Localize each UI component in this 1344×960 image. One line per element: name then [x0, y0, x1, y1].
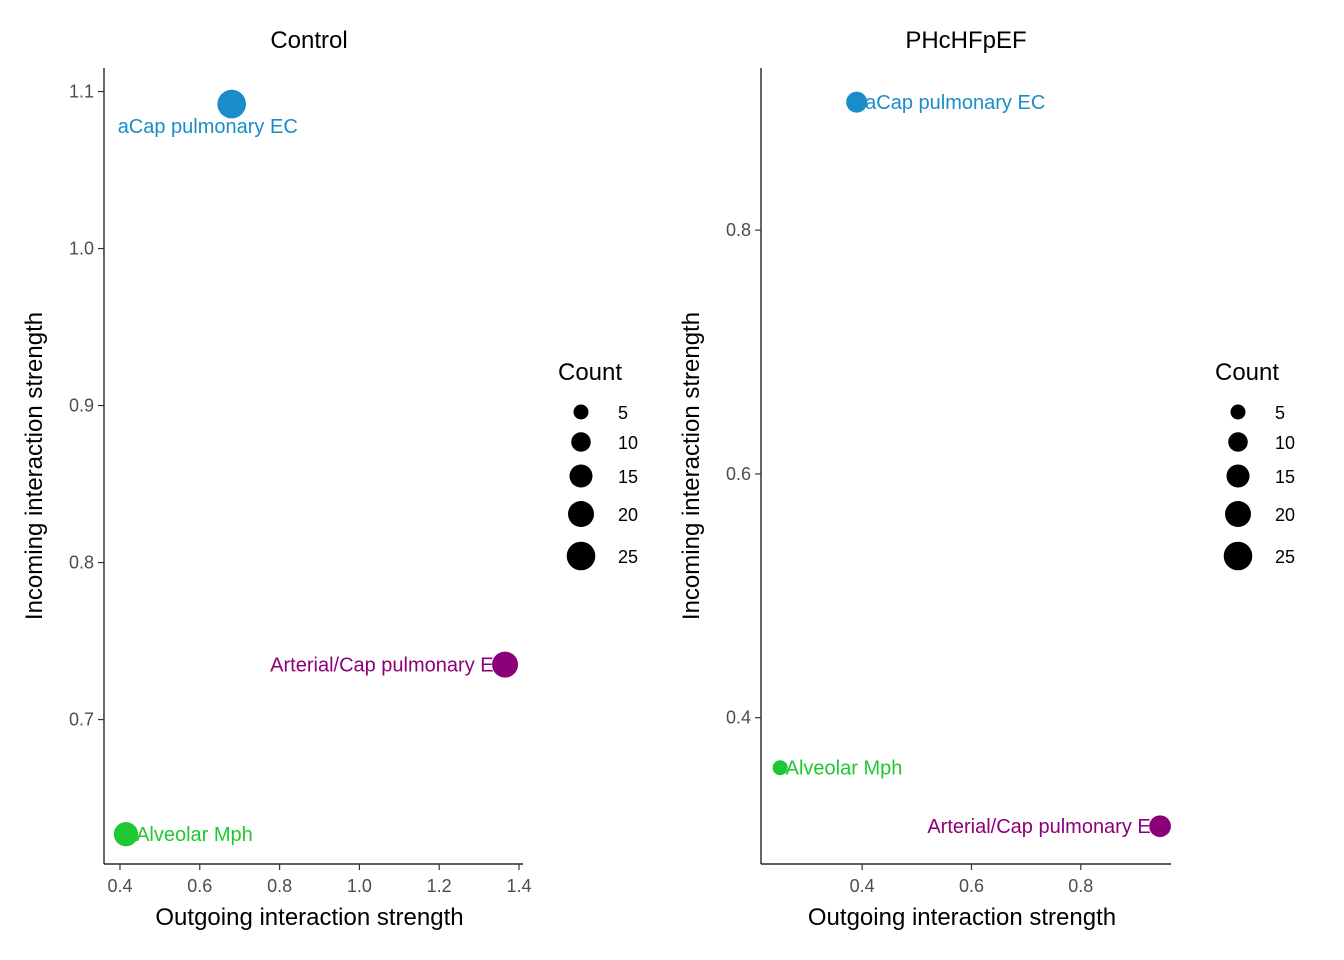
legend-key: [1230, 404, 1246, 420]
x-tick-label: 0.8: [1068, 876, 1093, 896]
legend-label: 20: [1275, 505, 1295, 525]
legend-label: 5: [1275, 403, 1285, 423]
point-label: aCap pulmonary EC: [865, 92, 1045, 114]
point-label: Alveolar Mph: [136, 824, 253, 846]
point-label: Arterial/Cap pulmonary EC: [927, 816, 1165, 838]
x-axis-title: Outgoing interaction strength: [155, 904, 463, 931]
legend-key: [1226, 464, 1250, 488]
x-tick-label: 0.6: [187, 876, 212, 896]
x-tick-label: 1.0: [347, 876, 372, 896]
point-label: aCap pulmonary EC: [118, 116, 298, 138]
x-tick-label: 0.6: [959, 876, 984, 896]
y-tick-label: 0.8: [69, 553, 94, 573]
y-tick-label: 0.7: [69, 710, 94, 730]
x-tick-label: 1.2: [427, 876, 452, 896]
legend-key: [1223, 541, 1253, 571]
size-legend: Count 5 10 15 20 25: [1215, 359, 1295, 571]
legend-label: 5: [618, 403, 628, 423]
y-tick-label: 0.8: [726, 220, 751, 240]
legend-label: 20: [618, 505, 638, 525]
x-tick-label: 1.4: [506, 876, 531, 896]
legend-label: 10: [1275, 433, 1295, 453]
data-point: [217, 89, 246, 119]
data-point: [772, 760, 788, 776]
size-legend: Count 5 10 15 20 25: [558, 359, 638, 571]
x-tick-label: 0.4: [850, 876, 875, 896]
legend-label: 25: [1275, 547, 1295, 567]
legend-label: 15: [1275, 467, 1295, 487]
y-axis-title: Incoming interaction strength: [21, 312, 48, 620]
legend-key: [1225, 501, 1251, 527]
data-point: [113, 822, 139, 847]
panel-title: PHcHFpEF: [905, 27, 1026, 54]
legend-key: [568, 501, 594, 527]
panel-title: Control: [270, 27, 347, 54]
legend-title: Count: [558, 359, 622, 386]
legend-key: [1228, 432, 1248, 452]
legend-key: [569, 464, 593, 488]
data-point: [846, 91, 868, 113]
y-tick-label: 0.9: [69, 396, 94, 416]
y-tick-label: 0.4: [726, 708, 751, 728]
y-tick-label: 1.0: [69, 239, 94, 259]
y-tick-label: 1.1: [69, 82, 94, 102]
point-label: Alveolar Mph: [786, 758, 903, 780]
x-tick-label: 0.4: [107, 876, 132, 896]
legend-title: Count: [1215, 359, 1279, 386]
panel-1: PHcHFpEF 0.4 0.6 0.8 0.4 0.6 0.8 Outgoing inter…: [678, 27, 1295, 931]
legend-key: [571, 432, 591, 452]
x-axis-title: Outgoing interaction strength: [808, 904, 1116, 931]
y-axis-title: Incoming interaction strength: [678, 312, 705, 620]
legend-label: 10: [618, 433, 638, 453]
panel-0: Control 0.4 0.6 0.8 1.0 1.2 1.4 0.7 0.8 0.9 1.0 1.1…: [21, 27, 638, 931]
point-label: Arterial/Cap pulmonary EC: [270, 655, 508, 677]
data-point: [492, 651, 519, 678]
legend-label: 15: [618, 467, 638, 487]
x-tick-label: 0.8: [267, 876, 292, 896]
legend-key: [566, 541, 596, 571]
legend-label: 25: [618, 547, 638, 567]
data-point: [1149, 815, 1171, 838]
y-tick-label: 0.6: [726, 464, 751, 484]
legend-key: [573, 404, 589, 420]
